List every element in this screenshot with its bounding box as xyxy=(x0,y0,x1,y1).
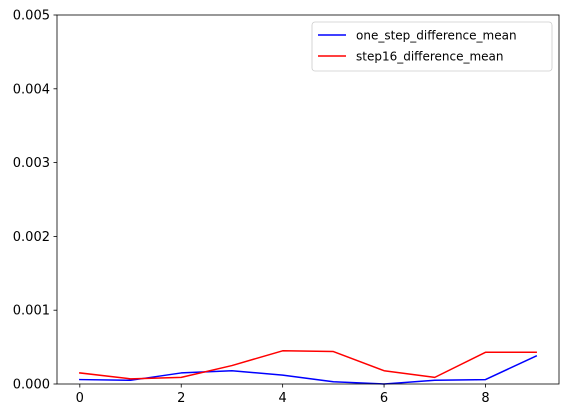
plot-area xyxy=(78,350,538,385)
x-tick-label: 2 xyxy=(177,391,185,406)
legend-box xyxy=(311,21,553,72)
x-tick-label: 8 xyxy=(481,391,489,406)
y-tick-label: 0.002 xyxy=(13,230,50,245)
y-tick-label: 0.000 xyxy=(13,378,50,393)
series-line-2 xyxy=(78,350,537,380)
y-tick-label: 0.005 xyxy=(13,9,50,24)
y-tick-label: 0.001 xyxy=(13,304,50,319)
x-tick-label: 0 xyxy=(76,391,84,406)
y-tick-label: 0.003 xyxy=(13,156,50,171)
legend-label-2: step16_difference_mean xyxy=(356,50,504,64)
legend-label-1: one_step_difference_mean xyxy=(356,29,517,43)
axes: 0 2 4 6 8 0.000 0.001 0.002 0.003 0.004 0.005 xyxy=(13,9,560,406)
legend: one_step_difference_mean step16_differenc… xyxy=(311,21,553,72)
x-tick-label: 6 xyxy=(380,391,388,406)
axes-frame xyxy=(56,14,560,385)
series-line-1 xyxy=(79,354,538,385)
y-tick-label: 0.004 xyxy=(13,82,50,97)
x-tick-label: 4 xyxy=(279,391,287,406)
